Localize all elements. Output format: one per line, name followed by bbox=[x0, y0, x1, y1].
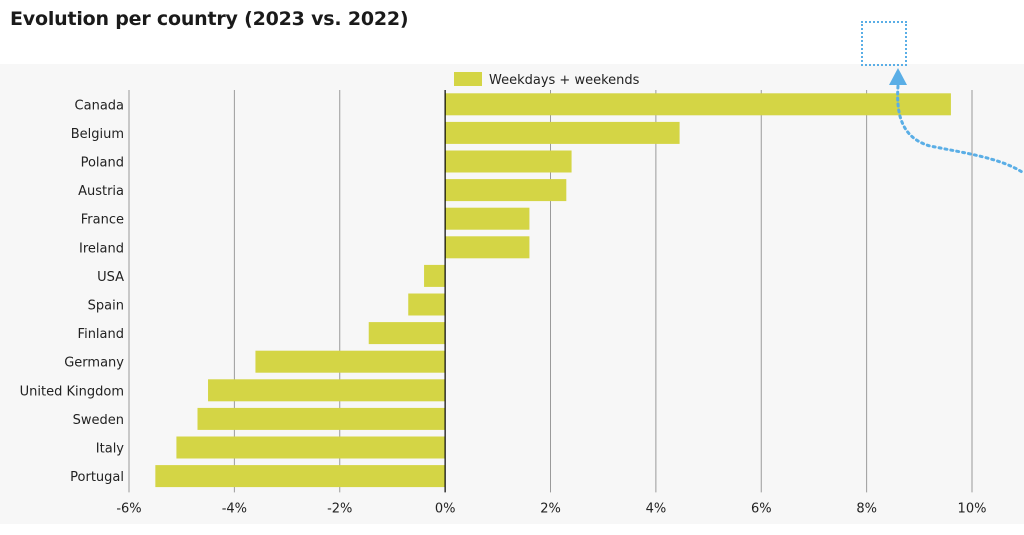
bar-italy bbox=[176, 436, 446, 459]
bar-sweden bbox=[197, 407, 446, 430]
annotation-dotted-curve bbox=[896, 84, 1024, 174]
bar-portugal bbox=[155, 465, 446, 488]
bar-spain bbox=[408, 293, 446, 316]
annotation-arrowhead bbox=[889, 68, 907, 85]
grid-lines bbox=[128, 90, 973, 493]
bar-ireland bbox=[445, 236, 530, 259]
chart-title: Evolution per country (2023 vs. 2022) bbox=[10, 8, 409, 30]
legend-swatch bbox=[454, 72, 482, 86]
category-label: France bbox=[81, 213, 124, 228]
x-tick-label: 6% bbox=[751, 501, 772, 516]
category-label: Spain bbox=[88, 299, 124, 314]
x-tick-label: 4% bbox=[646, 501, 667, 516]
bar-germany bbox=[255, 350, 446, 373]
annotation-box bbox=[861, 21, 907, 66]
category-label: Canada bbox=[75, 98, 124, 113]
bar-poland bbox=[445, 150, 572, 173]
bar-france bbox=[445, 207, 530, 230]
x-tick-label: 10% bbox=[958, 501, 987, 516]
category-labels: Canada Belgium Poland Austria France Ireland U… bbox=[20, 98, 125, 485]
legend: Weekdays + weekends bbox=[454, 72, 640, 88]
bar-chart: Canada Belgium Poland Austria France Ireland U… bbox=[20, 72, 986, 516]
category-label: Portugal bbox=[70, 470, 124, 485]
legend-label: Weekdays + weekends bbox=[489, 73, 640, 88]
bar-canada bbox=[445, 93, 951, 116]
x-tick-label: 0% bbox=[435, 501, 456, 516]
category-label: USA bbox=[97, 270, 124, 285]
x-tick-label: 8% bbox=[856, 501, 877, 516]
x-tick-label: 2% bbox=[540, 501, 561, 516]
category-label: Sweden bbox=[73, 413, 124, 428]
x-tick-label: -4% bbox=[222, 501, 247, 516]
bar-usa bbox=[424, 264, 446, 287]
category-label: Austria bbox=[78, 184, 124, 199]
bar-finland bbox=[368, 322, 446, 345]
category-label: Belgium bbox=[71, 127, 124, 142]
x-tick-labels: -6% -4% -2% 0% 2% 4% 6% 8% 10% bbox=[116, 501, 986, 516]
category-label: Italy bbox=[96, 442, 125, 457]
bar-united-kingdom bbox=[208, 379, 446, 402]
category-label: Germany bbox=[64, 356, 124, 371]
category-label: Poland bbox=[81, 156, 124, 171]
bar-belgium bbox=[445, 121, 680, 144]
chart-area: Canada Belgium Poland Austria France Ireland U… bbox=[0, 64, 1024, 524]
category-label: Finland bbox=[78, 327, 124, 342]
category-label: United Kingdom bbox=[20, 384, 124, 399]
bars bbox=[155, 93, 951, 488]
bar-austria bbox=[445, 179, 567, 202]
x-tick-label: -2% bbox=[327, 501, 352, 516]
category-label: Ireland bbox=[79, 241, 124, 256]
x-tick-label: -6% bbox=[116, 501, 141, 516]
